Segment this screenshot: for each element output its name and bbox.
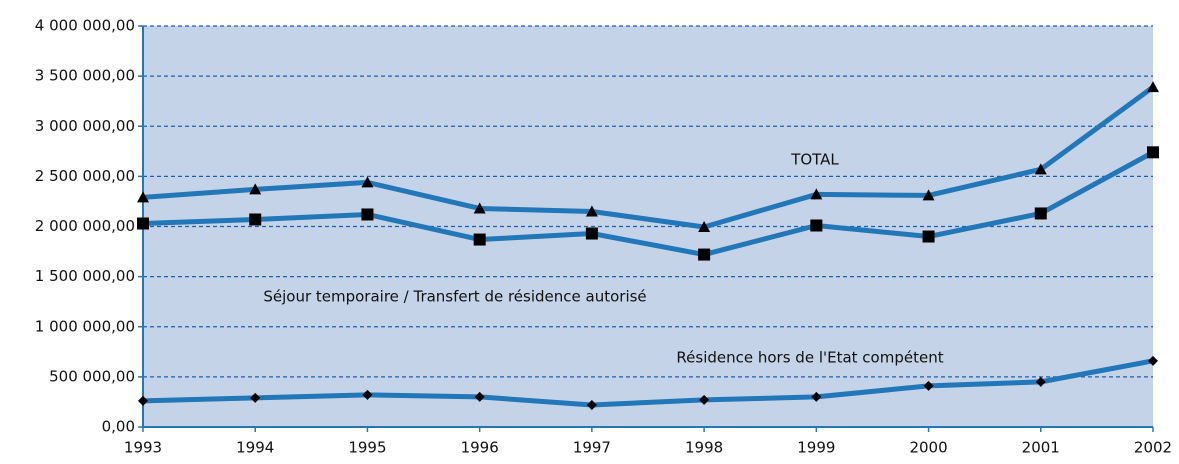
y-tick-label: 1 000 000,00 bbox=[35, 317, 135, 335]
y-tick-label: 2 500 000,00 bbox=[35, 167, 135, 185]
marker bbox=[1147, 146, 1159, 159]
y-tick-label: 4 000 000,00 bbox=[35, 17, 135, 35]
y-tick-label: 500 000,00 bbox=[49, 367, 135, 385]
series-line bbox=[142, 150, 1155, 258]
marker bbox=[1034, 207, 1047, 220]
marker bbox=[249, 213, 262, 226]
marker bbox=[585, 227, 598, 240]
marker bbox=[923, 380, 934, 391]
y-tick-label: 2 000 000,00 bbox=[35, 217, 135, 235]
y-tick-label: 3 000 000,00 bbox=[35, 117, 135, 135]
x-tick-label: 1996 bbox=[461, 439, 499, 457]
x-tick-label: 2002 bbox=[1134, 439, 1172, 457]
x-tick-label: 1995 bbox=[348, 439, 386, 457]
marker bbox=[249, 183, 262, 195]
marker bbox=[361, 208, 374, 221]
marker bbox=[473, 202, 486, 214]
marker bbox=[1148, 355, 1158, 366]
marker bbox=[137, 217, 149, 230]
marker bbox=[361, 176, 374, 188]
marker bbox=[922, 189, 935, 201]
x-tick-label: 1999 bbox=[797, 439, 835, 457]
series-label: Séjour temporaire / Transfert de résiden… bbox=[263, 288, 646, 306]
series-label: TOTAL bbox=[790, 151, 839, 169]
marker bbox=[474, 391, 485, 402]
marker bbox=[250, 392, 261, 403]
marker bbox=[1035, 376, 1046, 387]
x-tick-label: 1997 bbox=[573, 439, 611, 457]
marker bbox=[585, 205, 598, 217]
marker bbox=[922, 230, 935, 243]
y-tick-label: 0,00 bbox=[102, 418, 135, 436]
marker bbox=[810, 219, 823, 232]
x-tick-label: 2000 bbox=[909, 439, 947, 457]
marker bbox=[698, 221, 711, 233]
marker bbox=[473, 233, 486, 246]
y-tick-label: 3 500 000,00 bbox=[35, 67, 135, 85]
marker bbox=[699, 394, 710, 405]
marker bbox=[586, 399, 597, 410]
series-label: Résidence hors de l'Etat compétent bbox=[676, 349, 943, 367]
x-tick-label: 1994 bbox=[236, 439, 274, 457]
marker bbox=[811, 391, 822, 402]
x-tick-label: 2001 bbox=[1022, 439, 1060, 457]
series-line bbox=[142, 358, 1154, 408]
marker bbox=[1034, 163, 1047, 175]
marker bbox=[137, 191, 149, 203]
marker bbox=[362, 389, 373, 400]
y-tick-label: 1 500 000,00 bbox=[35, 267, 135, 285]
x-tick-label: 1993 bbox=[124, 439, 162, 457]
series-line bbox=[142, 85, 1155, 230]
marker bbox=[1147, 81, 1159, 93]
marker bbox=[138, 395, 148, 406]
marker bbox=[698, 248, 711, 261]
x-tick-label: 1998 bbox=[685, 439, 723, 457]
marker bbox=[810, 188, 823, 200]
